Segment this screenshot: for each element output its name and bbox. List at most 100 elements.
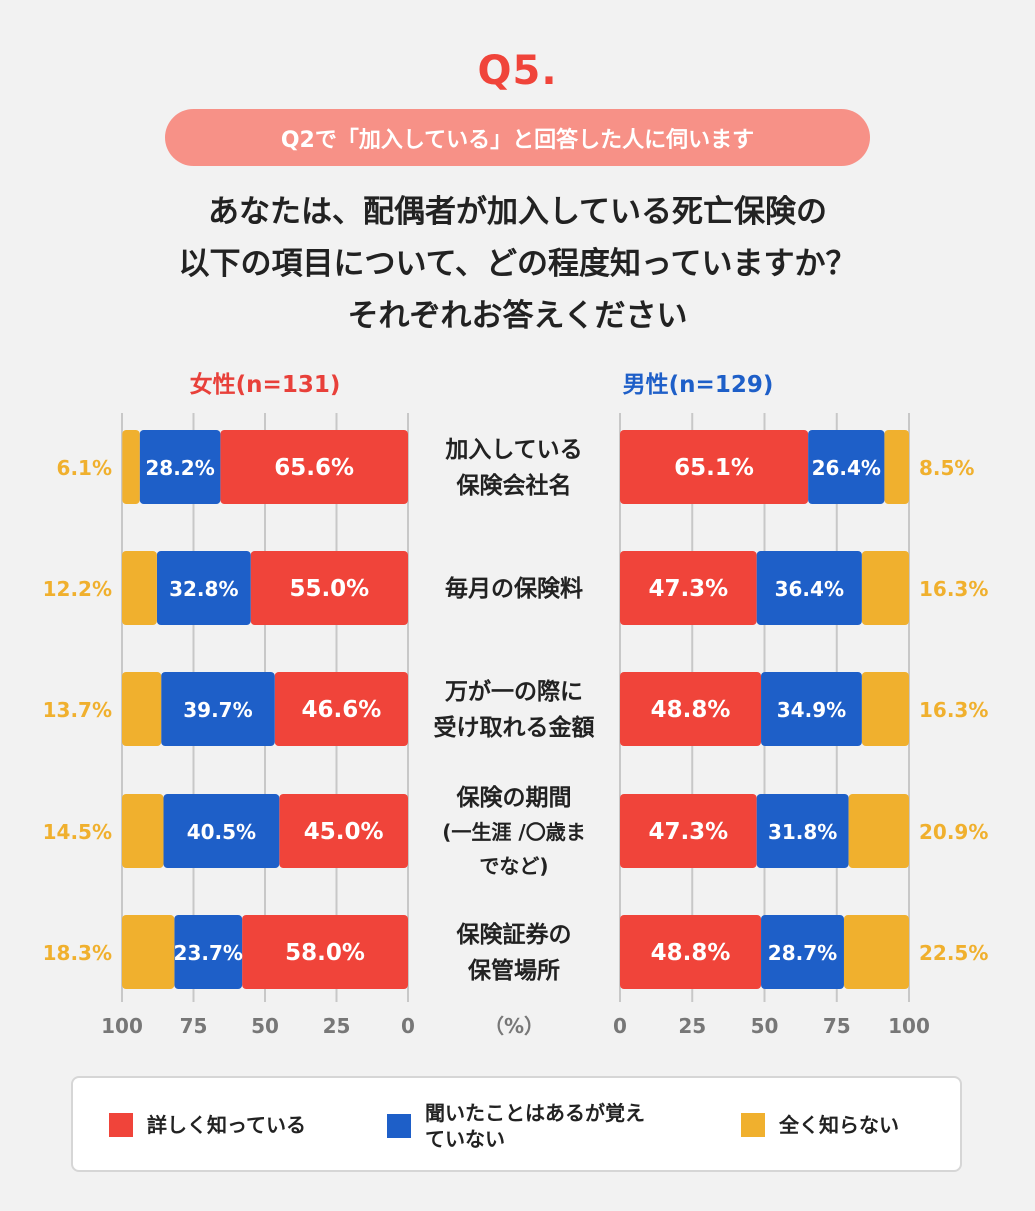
male-bar-heard <box>756 551 862 625</box>
female-bar-unknown <box>122 551 157 625</box>
male-bar-unknown <box>884 430 909 504</box>
male-bar-unknown <box>848 794 909 868</box>
male-tick-label: 0 <box>613 1014 627 1038</box>
male-bar-detailed <box>620 551 757 625</box>
female-bar-heard <box>174 915 243 989</box>
female-data-label: 55.0% <box>289 576 369 602</box>
female-data-label: 46.6% <box>301 697 381 723</box>
male-data-label: 26.4% <box>812 456 881 480</box>
male-data-label: 36.4% <box>775 577 844 601</box>
category-label: 保険会社名 <box>456 472 572 499</box>
female-data-label: 13.7% <box>43 698 112 722</box>
female-data-label: 39.7% <box>183 698 252 722</box>
male-data-label: 28.7% <box>768 941 837 965</box>
male-data-label: 31.8% <box>768 820 837 844</box>
female-data-label: 6.1% <box>57 456 112 480</box>
legend-swatch-unknown <box>741 1113 765 1137</box>
female-tick-label: 100 <box>101 1014 143 1038</box>
female-data-label: 12.2% <box>43 577 112 601</box>
male-bar-detailed <box>620 794 757 868</box>
female-tick-label: 50 <box>251 1014 279 1038</box>
condition-pill: Q2で「加入している」と回答した人に伺います <box>165 109 870 166</box>
male-bar-heard <box>756 794 849 868</box>
male-tick-label: 100 <box>888 1014 930 1038</box>
female-data-label: 32.8% <box>169 577 238 601</box>
male-data-label: 16.3% <box>919 577 988 601</box>
category-label: 受け取れる金額 <box>434 714 595 741</box>
male-bar-heard <box>808 430 885 504</box>
question-line: あなたは、配偶者が加入している死亡保険の <box>207 194 828 230</box>
female-data-label: 40.5% <box>187 820 256 844</box>
female-bar-heard <box>161 672 275 746</box>
female-bar-detailed <box>220 430 408 504</box>
question-number: Q5. <box>477 48 558 94</box>
male-bar-heard <box>761 915 844 989</box>
legend-item-detailed: 詳しく知っている <box>109 1112 306 1138</box>
male-bar-detailed <box>620 915 762 989</box>
legend: 詳しく知っている 聞いたことはあるが覚え ていない 全く知らない <box>71 1076 962 1172</box>
male-data-label: 48.8% <box>651 940 731 966</box>
unit-label: （%） <box>484 1014 544 1038</box>
legend-item-heard: 聞いたことはあるが覚え ていない <box>387 1100 645 1152</box>
male-bar-unknown <box>861 551 909 625</box>
female-data-label: 45.0% <box>304 819 384 845</box>
female-tick-label: 0 <box>401 1014 415 1038</box>
legend-label: 全く知らない <box>779 1113 899 1137</box>
category-label: でなど) <box>479 854 548 878</box>
female-bar-heard <box>139 430 221 504</box>
male-bar-detailed <box>620 430 809 504</box>
female-bar-unknown <box>122 672 162 746</box>
female-panel-title: 女性(n=131) <box>189 372 341 398</box>
female-bar-unknown <box>122 794 164 868</box>
female-bar-heard <box>163 794 280 868</box>
category-label: 保険の期間 <box>456 784 572 811</box>
female-data-label: 65.6% <box>274 455 354 481</box>
male-tick-label: 25 <box>678 1014 706 1038</box>
male-tick-label: 75 <box>823 1014 851 1038</box>
legend-swatch-detailed <box>109 1113 133 1137</box>
male-bar-unknown <box>843 915 909 989</box>
male-data-label: 65.1% <box>674 455 754 481</box>
category-label: 加入している <box>444 437 582 463</box>
legend-item-unknown: 全く知らない <box>741 1112 899 1138</box>
male-bar-unknown <box>861 672 909 746</box>
male-data-label: 47.3% <box>648 819 728 845</box>
legend-label: 聞いたことはあるが覚え ていない <box>425 1101 645 1151</box>
female-bar-detailed <box>274 672 408 746</box>
legend-label: 詳しく知っている <box>147 1113 306 1137</box>
male-tick-label: 50 <box>751 1014 779 1038</box>
male-data-label: 34.9% <box>777 698 846 722</box>
category-label: 万が一の際に <box>445 678 583 705</box>
male-bar-heard <box>761 672 862 746</box>
category-label: 保管場所 <box>467 957 560 984</box>
female-bar-unknown <box>122 915 175 989</box>
question-line: 以下の項目について、どの程度知っていますか？ <box>178 246 857 282</box>
female-data-label: 18.3% <box>43 941 112 965</box>
male-data-label: 20.9% <box>919 820 988 844</box>
male-panel-title: 男性(n=129) <box>622 372 774 398</box>
female-bar-heard <box>156 551 251 625</box>
female-bar-detailed <box>242 915 408 989</box>
female-bar-detailed <box>279 794 408 868</box>
female-data-label: 58.0% <box>285 940 365 966</box>
female-data-label: 23.7% <box>174 941 243 965</box>
category-label: 保険証券の <box>456 921 572 948</box>
female-data-label: 14.5% <box>43 820 112 844</box>
male-data-label: 22.5% <box>919 941 988 965</box>
female-bar-detailed <box>250 551 408 625</box>
category-label: 毎月の保険料 <box>445 575 583 602</box>
male-data-label: 47.3% <box>648 576 728 602</box>
female-tick-label: 25 <box>323 1014 351 1038</box>
female-tick-label: 75 <box>180 1014 208 1038</box>
male-data-label: 16.3% <box>919 698 988 722</box>
male-data-label: 8.5% <box>919 456 974 480</box>
legend-swatch-heard <box>387 1114 411 1138</box>
female-bar-unknown <box>122 430 140 504</box>
female-data-label: 28.2% <box>145 456 214 480</box>
category-label: (一生涯 /〇歳ま <box>442 820 585 844</box>
male-bar-detailed <box>620 672 762 746</box>
question-line: それぞれお答えください <box>347 298 688 334</box>
male-data-label: 48.8% <box>651 697 731 723</box>
question-text: あなたは、配偶者が加入している死亡保険の 以下の項目について、どの程度知っていま… <box>0 186 1035 342</box>
